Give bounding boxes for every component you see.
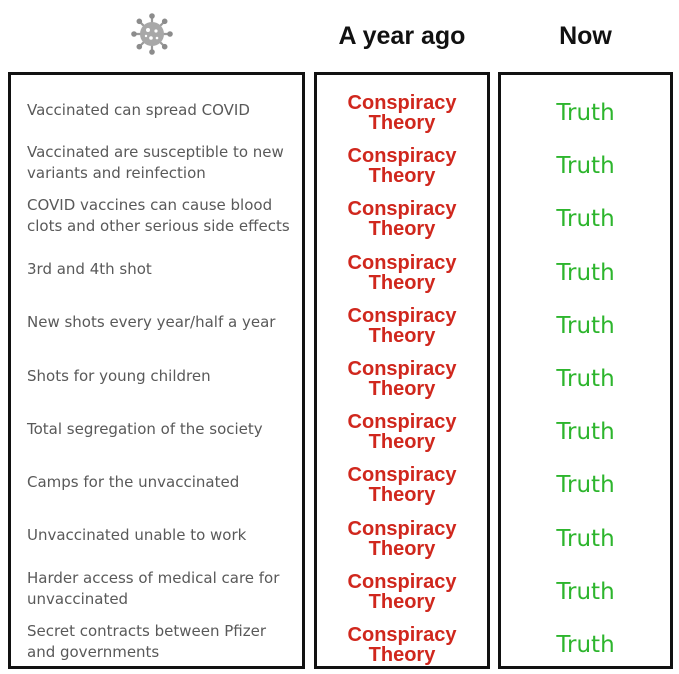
now-row: Truth xyxy=(501,193,670,245)
now-row: Truth xyxy=(501,459,670,511)
claim-text: Camps for the unvaccinated xyxy=(27,472,240,491)
column-header-a-year-ago: A year ago xyxy=(338,22,466,50)
a-year-ago-row: Conspiracy Theory xyxy=(317,353,487,405)
conspiracy-theory-label: Conspiracy Theory xyxy=(347,145,457,188)
a-year-ago-row: Conspiracy Theory xyxy=(317,513,487,565)
conspiracy-theory-label: Conspiracy Theory xyxy=(347,358,457,400)
a-year-ago-row: Conspiracy Theory xyxy=(317,193,487,245)
now-row: Truth xyxy=(501,619,670,671)
claim-row: Vaccinated can spread COVID xyxy=(11,87,302,139)
claim-row: Unvaccinated unable to work xyxy=(11,513,302,565)
conspiracy-theory-label: Conspiracy Theory xyxy=(347,304,457,347)
truth-label: Truth xyxy=(556,206,615,233)
conspiracy-theory-label: Conspiracy Theory xyxy=(347,411,457,454)
conspiracy-theory-label: Conspiracy Theory xyxy=(347,198,457,241)
claim-row: Camps for the unvaccinated xyxy=(11,459,302,511)
claim-row: COVID vaccines can cause blood clots and… xyxy=(11,193,302,245)
conspiracy-theory-label: Conspiracy Theory xyxy=(347,251,457,294)
now-row: Truth xyxy=(501,140,670,192)
a-year-ago-row: Conspiracy Theory xyxy=(317,406,487,458)
truth-label: Truth xyxy=(556,632,615,658)
conspiracy-theory-label: Conspiracy Theory xyxy=(347,624,457,666)
claim-row: New shots every year/half a year xyxy=(11,300,302,352)
conspiracy-theory-label: Conspiracy Theory xyxy=(347,570,457,613)
now-row: Truth xyxy=(501,300,670,352)
column-header-now: Now xyxy=(559,22,612,50)
truth-label: Truth xyxy=(556,366,615,392)
truth-label: Truth xyxy=(556,525,615,552)
a-year-ago-row: Conspiracy Theory xyxy=(317,300,487,352)
truth-label: Truth xyxy=(556,578,615,605)
now-row: Truth xyxy=(501,87,670,139)
claim-text: COVID vaccines can cause blood clots and… xyxy=(27,196,290,236)
truth-label: Truth xyxy=(556,259,615,286)
now-row: Truth xyxy=(501,406,670,458)
now-row: Truth xyxy=(501,513,670,565)
a-year-ago-row: Conspiracy Theory xyxy=(317,87,487,139)
a-year-ago-row: Conspiracy Theory xyxy=(317,140,487,192)
claim-text: Unvaccinated unable to work xyxy=(27,526,247,545)
claim-row: Harder access of medical care for unvacc… xyxy=(11,566,302,618)
a-year-ago-row: Conspiracy Theory xyxy=(317,566,487,618)
claim-text: Harder access of medical care for unvacc… xyxy=(27,568,280,608)
a-year-ago-column: Conspiracy Theory Conspiracy Theory Conspi… xyxy=(314,72,490,669)
claim-text: Total segregation of the society xyxy=(27,419,263,438)
conspiracy-theory-label: Conspiracy Theory xyxy=(347,464,457,507)
claim-row: Shots for young children xyxy=(11,353,302,405)
truth-label: Truth xyxy=(556,153,615,180)
claim-row: Vaccinated are susceptible to new varian… xyxy=(11,140,302,192)
now-row: Truth xyxy=(501,353,670,405)
claim-row: Total segregation of the society xyxy=(11,406,302,458)
a-year-ago-row: Conspiracy Theory xyxy=(317,247,487,299)
claims-column: Vaccinated can spread COVID Vaccinated ar… xyxy=(8,72,305,669)
claim-row: 3rd and 4th shot xyxy=(11,247,302,299)
virus-icon xyxy=(131,13,173,55)
claim-row: Secret contracts between Pfizer and gove… xyxy=(11,619,302,671)
now-row: Truth xyxy=(501,247,670,299)
claim-text: Vaccinated can spread COVID xyxy=(27,100,250,119)
a-year-ago-row: Conspiracy Theory xyxy=(317,459,487,511)
now-column: Truth Truth Truth Truth Truth Truth Truth Truth… xyxy=(498,72,673,669)
claim-text: 3rd and 4th shot xyxy=(27,260,152,279)
claim-text: Vaccinated are susceptible to new varian… xyxy=(27,143,284,183)
truth-label: Truth xyxy=(556,100,615,126)
truth-label: Truth xyxy=(556,472,615,499)
truth-label: Truth xyxy=(556,419,615,446)
conspiracy-theory-label: Conspiracy Theory xyxy=(347,517,457,560)
claim-text: Shots for young children xyxy=(27,366,211,385)
claim-text: New shots every year/half a year xyxy=(27,313,276,332)
truth-label: Truth xyxy=(556,312,615,339)
claim-text: Secret contracts between Pfizer and gove… xyxy=(27,622,266,661)
conspiracy-theory-label: Conspiracy Theory xyxy=(347,92,457,134)
a-year-ago-row: Conspiracy Theory xyxy=(317,619,487,671)
now-row: Truth xyxy=(501,566,670,618)
